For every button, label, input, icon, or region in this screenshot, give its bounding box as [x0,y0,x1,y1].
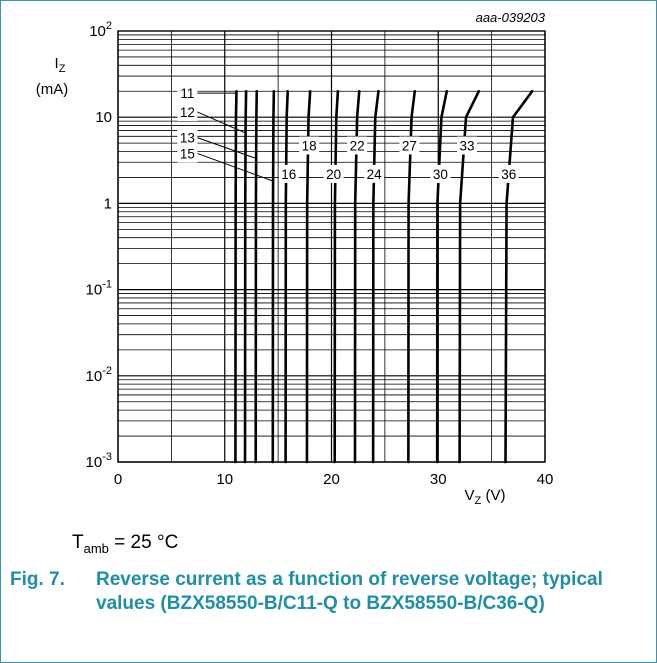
series-20-curve [333,89,340,464]
series-15-curve [271,89,276,464]
label-bg [177,144,198,163]
series-11-curve [234,89,238,464]
y-tick-label: 10-1 [86,279,112,299]
label-bg [399,136,420,155]
series-30-curve [435,89,449,464]
plot-area-border [117,30,546,463]
label-bg [278,164,299,183]
ambient-subscript: amb [83,540,109,556]
curve-label-12: 12 [180,105,195,120]
curve-label-30: 30 [433,167,448,182]
x-tick-label: 30 [430,471,447,488]
axes: aaa-039203 IZ VZ (V) (mA) 0 10 20 30 40 10-3 10… [36,10,554,507]
label-bg [299,136,320,155]
ambient-temperature-note: Tamb = 25 °C [72,532,178,556]
y-tick-label: 10 [95,109,112,126]
x-tick-label: 40 [537,471,554,488]
label-bg [177,102,198,121]
curve-label-15: 15 [180,146,195,161]
curve-label-20: 20 [326,167,341,182]
series-12-curve [243,89,248,464]
curve-label-24: 24 [367,167,383,182]
y-axis-unit: (mA) [36,81,69,98]
y-tick-label: 10-3 [86,451,112,471]
grid [117,30,546,463]
label-bg [364,164,385,183]
x-tick-label: 10 [216,471,233,488]
label-bg [430,164,451,183]
curve-label-18: 18 [302,138,317,153]
caption-number: Fig. 7. [10,569,65,590]
curve-label-11: 11 [180,86,194,101]
label-bg [177,84,198,103]
label-bg [347,136,368,155]
curve-label-16: 16 [281,167,296,182]
leader-line [197,152,275,182]
series-36-curve [504,89,534,464]
label-bg [498,164,519,183]
ambient-symbol: T [72,532,84,553]
x-tick-label: 20 [323,471,340,488]
series-16-curve [284,89,290,464]
label-bg [323,164,344,183]
y-tick-label: 102 [89,20,112,40]
series-27-curve [407,89,417,464]
curve-label-36: 36 [501,167,516,182]
caption-text: Reverse current as a function of reverse… [96,569,603,614]
figure-id: aaa-039203 [476,10,546,25]
series-24-curve [371,89,380,464]
y-axis-label: IZ [55,55,66,75]
curve-label-22: 22 [350,138,365,153]
curve-label-27: 27 [402,138,417,153]
ambient-value: = 25 °C [108,532,179,553]
y-tick-label: 1 [104,195,112,212]
curve-label-13: 13 [180,131,195,146]
label-bg [177,128,198,147]
leader-line [197,137,257,160]
series-33-curve [458,89,481,464]
y-tick-label: 10-2 [86,365,112,385]
x-axis-label: VZ (V) [465,487,506,507]
curves [234,89,534,464]
series-18-curve [305,89,312,464]
label-bg [457,136,478,155]
series-22-curve [353,89,361,464]
curve-label-33: 33 [460,138,475,153]
x-tick-label: 0 [114,471,122,488]
leader-line [197,111,247,134]
series-13-curve [254,89,259,464]
